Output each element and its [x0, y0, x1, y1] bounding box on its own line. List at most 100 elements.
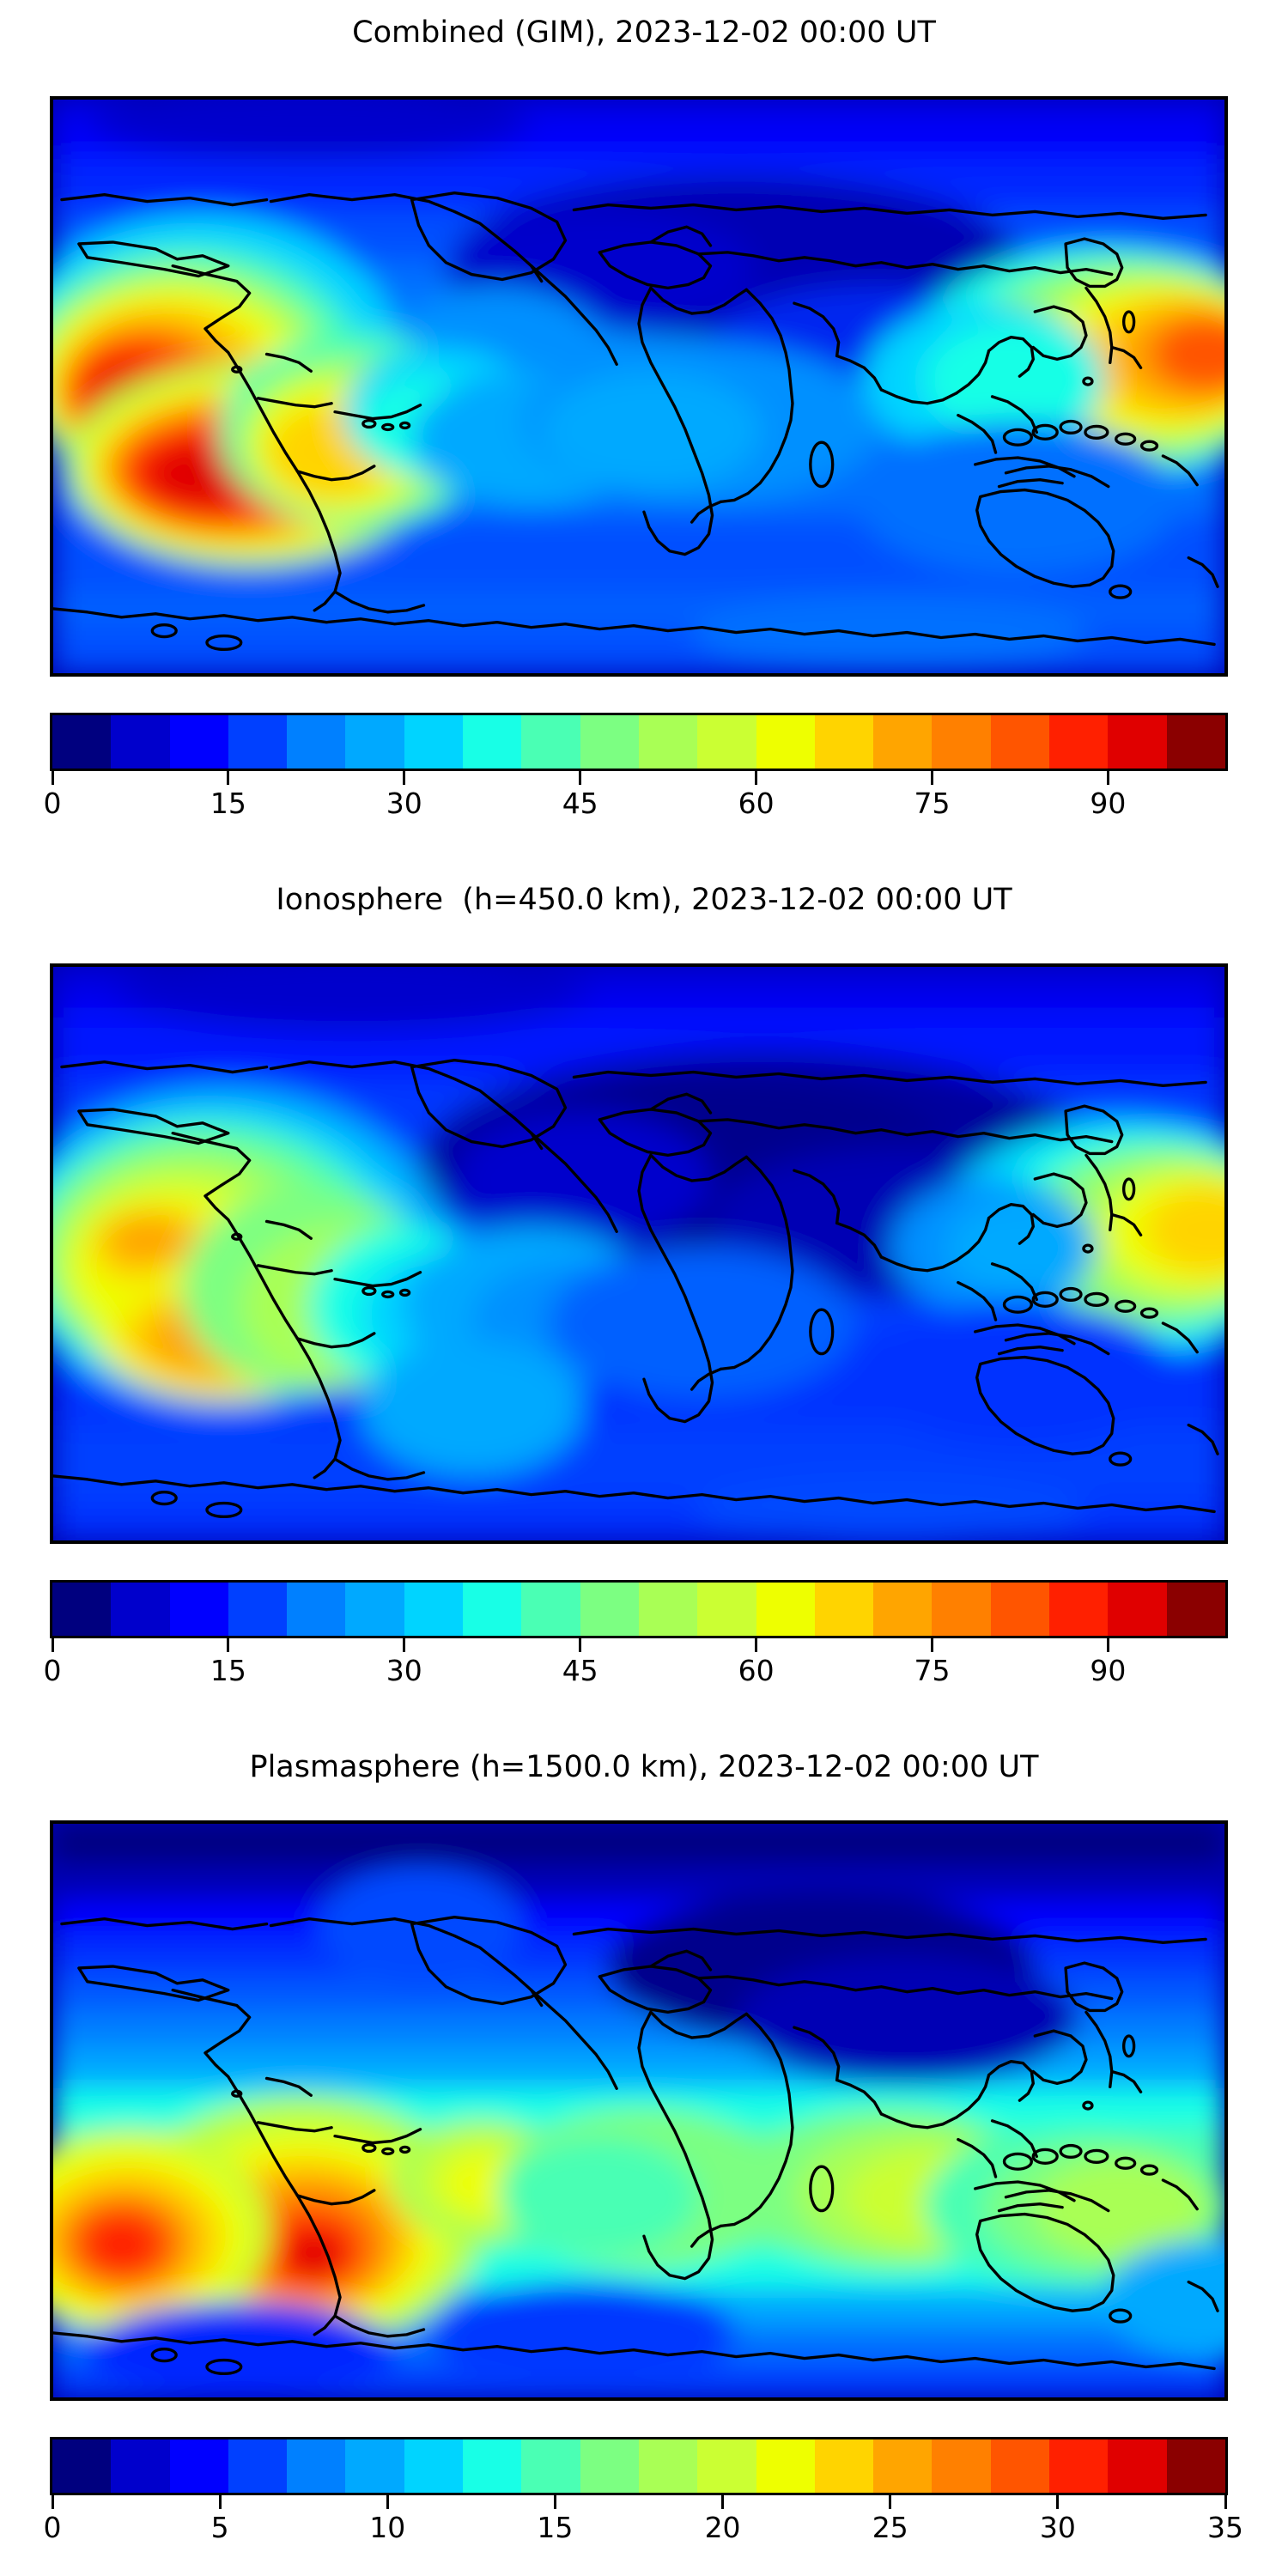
colorbar-segment [404, 715, 464, 769]
panel-title-plasmasphere: Plasmasphere (h=1500.0 km), 2023-12-02 0… [249, 1750, 1039, 1784]
colorbar-segment [287, 1583, 346, 1636]
colorbar-segment [345, 1583, 404, 1636]
colorbar-axis-combined: 0 15 30 45 60 75 90 [44, 771, 1228, 831]
colorbar-segment [52, 2439, 112, 2493]
colorbar-tick [579, 771, 582, 785]
colorbar-tick-label: 5 [210, 2511, 229, 2544]
colorbar-segment [814, 715, 874, 769]
colorbar-segment [463, 715, 522, 769]
colorbar-segment [52, 1583, 112, 1636]
panel-combined: Combined (GIM), 2023-12-02 00:00 UT [0, 0, 1288, 867]
colorbar-segment [638, 715, 698, 769]
colorbar-tick-label: 30 [1039, 2511, 1076, 2544]
colorbar-segment [1108, 715, 1167, 769]
colorbar-segment [990, 2439, 1050, 2493]
colorbar-segment [1166, 1583, 1225, 1636]
colorbar-tick-label: 75 [914, 1654, 951, 1687]
colorbar-gradient-combined [50, 713, 1228, 771]
colorbar-segment [697, 2439, 756, 2493]
map-plasmasphere [50, 1820, 1228, 2401]
colorbar-tick [755, 771, 758, 785]
colorbar-tick [931, 1638, 933, 1652]
colorbar-segment [873, 1583, 933, 1636]
colorbar-tick [218, 2495, 222, 2509]
colorbar-tick-label: 90 [1090, 787, 1127, 820]
colorbar-ionosphere: 0 15 30 45 60 75 90 [44, 1580, 1228, 1700]
colorbar-segment [228, 2439, 288, 2493]
colorbar-segment [521, 1583, 580, 1636]
colorbar-tick-label: 25 [872, 2511, 908, 2544]
colorbar-segment [1108, 1583, 1167, 1636]
colorbar-segment [287, 2439, 346, 2493]
colorbar-segment [228, 715, 288, 769]
colorbar-segment [404, 2439, 464, 2493]
colorbar-tick-label: 30 [386, 1654, 422, 1687]
colorbar-tick-label: 30 [386, 787, 422, 820]
colorbar-tick [721, 2495, 725, 2509]
colorbar-tick [1056, 2495, 1060, 2509]
panel-title-ionosphere: Ionosphere (h=450.0 km), 2023-12-02 00:0… [276, 883, 1012, 917]
colorbar-segment [932, 1583, 991, 1636]
colorbar-segment [638, 1583, 698, 1636]
coastlines-plasmasphere [53, 1916, 1219, 2376]
colorbar-tick [553, 2495, 556, 2509]
panel-ionosphere: Ionosphere (h=450.0 km), 2023-12-02 00:0… [0, 867, 1288, 1735]
colorbar-tick [51, 2495, 54, 2509]
colorbar-segment [1166, 2439, 1225, 2493]
coastlines-combined [53, 191, 1219, 652]
colorbar-segment [169, 715, 228, 769]
colorbar-segment [873, 2439, 933, 2493]
colorbar-segment [1166, 715, 1225, 769]
colorbar-segment [1108, 2439, 1167, 2493]
colorbar-combined: 0 15 30 45 60 75 90 [44, 713, 1228, 833]
colorbar-plasmasphere: 0 5 10 15 20 25 30 35 [44, 2437, 1243, 2557]
colorbar-segment [1049, 1583, 1109, 1636]
colorbar-tick-label: 60 [738, 1654, 775, 1687]
colorbar-tick [386, 2495, 389, 2509]
colorbar-segment [111, 715, 170, 769]
map-combined [50, 96, 1228, 677]
colorbar-segment [1049, 715, 1109, 769]
colorbar-segment [756, 715, 815, 769]
colorbar-tick-label: 45 [562, 787, 598, 820]
panel-plasmasphere: Plasmasphere (h=1500.0 km), 2023-12-02 0… [0, 1735, 1288, 2576]
colorbar-segment [756, 1583, 815, 1636]
colorbar-tick-label: 15 [537, 2511, 574, 2544]
colorbar-tick [227, 771, 230, 785]
colorbar-tick-label: 15 [210, 787, 246, 820]
colorbar-tick-label: 90 [1090, 1654, 1127, 1687]
colorbar-segment [990, 1583, 1050, 1636]
colorbar-tick [51, 771, 54, 785]
colorbar-segment [345, 715, 404, 769]
colorbar-segment [932, 2439, 991, 2493]
colorbar-segment [228, 1583, 288, 1636]
colorbar-tick [403, 771, 406, 785]
colorbar-segment [580, 2439, 639, 2493]
colorbar-segment [169, 2439, 228, 2493]
colorbar-segment [756, 2439, 815, 2493]
colorbar-tick-label: 35 [1207, 2511, 1243, 2544]
colorbar-tick-label: 0 [43, 2511, 62, 2544]
colorbar-gradient-ionosphere [50, 1580, 1228, 1638]
colorbar-tick-label: 15 [210, 1654, 246, 1687]
colorbar-axis-ionosphere: 0 15 30 45 60 75 90 [44, 1638, 1228, 1698]
colorbar-segment [1049, 2439, 1109, 2493]
colorbar-segment [521, 715, 580, 769]
colorbar-segment [345, 2439, 404, 2493]
colorbar-tick-label: 0 [43, 1654, 62, 1687]
colorbar-segment [697, 1583, 756, 1636]
colorbar-segment [580, 715, 639, 769]
colorbar-tick-label: 20 [704, 2511, 741, 2544]
colorbar-segment [814, 1583, 874, 1636]
colorbar-tick-label: 75 [914, 787, 951, 820]
colorbar-segment [463, 2439, 522, 2493]
colorbar-tick [1106, 1638, 1109, 1652]
colorbar-tick [889, 2495, 892, 2509]
colorbar-segment [111, 1583, 170, 1636]
colorbar-tick-label: 60 [738, 787, 775, 820]
colorbar-axis-plasmasphere: 0 5 10 15 20 25 30 35 [44, 2495, 1243, 2555]
colorbar-tick [755, 1638, 758, 1652]
colorbar-segment [463, 1583, 522, 1636]
colorbar-segment [990, 715, 1050, 769]
